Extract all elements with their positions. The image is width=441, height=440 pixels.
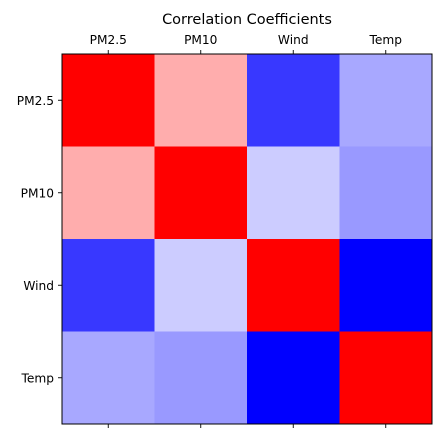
heatmap-cell-PM2.5-Temp (339, 54, 433, 147)
y-tick-label: Temp (21, 371, 55, 385)
chart-title: Correlation Coefficients (162, 12, 332, 28)
axis-ticks: PM2.5 PM10 Wind Temp PM2.5 PM10 Wind Temp (17, 33, 402, 428)
y-tick-label: PM10 (21, 186, 54, 200)
heatmap-cell-Temp-PM10 (154, 331, 248, 425)
heatmap-cell-PM10-Wind (247, 146, 340, 240)
heatmap-cells (62, 54, 433, 425)
heatmap-cell-PM2.5-Wind (247, 54, 340, 147)
y-tick-label: Wind (23, 279, 54, 293)
y-tick-label: PM2.5 (17, 94, 54, 108)
heatmap-cell-PM2.5-PM10 (154, 54, 248, 147)
heatmap-cell-PM10-PM10 (154, 146, 248, 240)
heatmap-cell-Temp-PM2.5 (62, 331, 155, 425)
heatmap-cell-PM10-Temp (339, 146, 433, 240)
heatmap-cell-PM2.5-PM2.5 (62, 54, 155, 147)
x-tick-label: Wind (278, 33, 309, 47)
heatmap-cell-PM10-PM2.5 (62, 146, 155, 240)
heatmap-cell-Temp-Wind (247, 331, 340, 425)
plot-frame (61, 53, 433, 425)
x-tick-label: PM10 (184, 33, 217, 47)
x-tick-label: Temp (369, 33, 403, 47)
heatmap-cell-Wind-Wind (247, 239, 340, 332)
heatmap-cell-Temp-Temp (339, 331, 433, 425)
heatmap-cell-Wind-PM2.5 (62, 239, 155, 332)
heatmap-cell-Wind-Temp (339, 239, 433, 332)
x-tick-label: PM2.5 (90, 33, 127, 47)
heatmap-cell-Wind-PM10 (154, 239, 248, 332)
